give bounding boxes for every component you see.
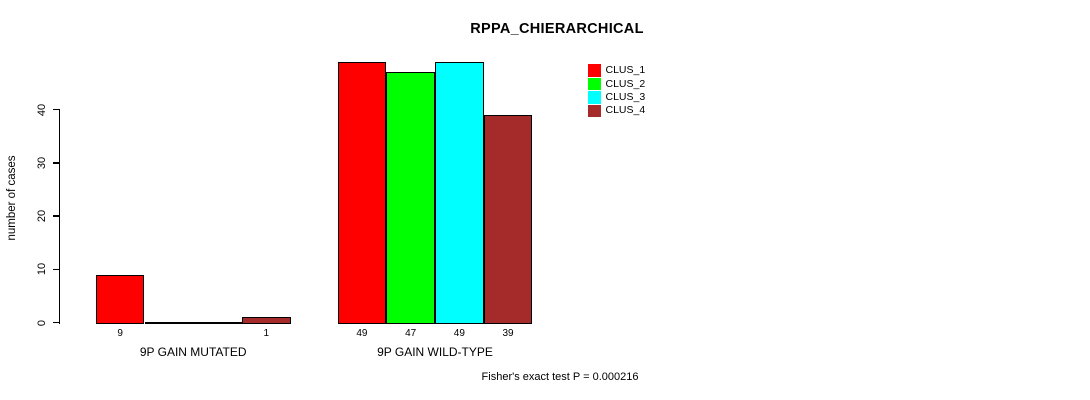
y-axis-tick	[53, 268, 60, 270]
y-tick-label: 40	[36, 103, 48, 116]
legend-label: CLUS_1	[605, 64, 646, 77]
category-label: 9P GAIN MUTATED	[139, 344, 247, 359]
bar-clus_1	[95, 274, 145, 324]
chart-title: RPPA_CHIERARCHICAL	[470, 21, 644, 37]
bar-value-label: 39	[502, 327, 514, 339]
y-tick-label: 0	[36, 319, 48, 326]
y-tick-label: 30	[36, 156, 48, 169]
legend-swatch-clus_3	[588, 91, 601, 104]
y-axis-tick	[53, 108, 60, 111]
bar-clus_2	[386, 72, 435, 324]
legend-swatch-clus_4	[588, 104, 601, 118]
bar-clus_3-zero	[193, 322, 242, 324]
y-axis-tick	[53, 162, 60, 164]
legend-label: CLUS_4	[605, 104, 646, 117]
y-axis-tick	[53, 321, 60, 324]
legend-item: CLUS_3	[588, 91, 645, 104]
y-tick-label: 10	[36, 263, 48, 276]
bar-clus_3	[435, 61, 484, 324]
legend-item: CLUS_2	[588, 77, 646, 91]
y-axis-line	[58, 109, 60, 324]
y-axis-tick	[53, 215, 60, 217]
bar-clus_1	[337, 61, 387, 324]
fisher-test-annotation: Fisher's exact test P = 0.000216	[481, 371, 639, 383]
legend-label: CLUS_2	[605, 77, 646, 90]
legend-item: CLUS_4	[588, 104, 646, 118]
bar-value-label: 47	[405, 327, 417, 339]
legend-swatch-clus_1	[588, 64, 601, 77]
bar-clus_4	[483, 114, 533, 324]
y-tick-label: 20	[36, 209, 48, 223]
legend-swatch-clus_2	[588, 77, 601, 91]
legend: CLUS_1 CLUS_2 CLUS_3 CLUS_4	[588, 64, 645, 118]
bar-value-label: 49	[453, 327, 465, 339]
bar-value-label: 9	[117, 327, 123, 339]
legend-label: CLUS_3	[605, 90, 646, 103]
bar-value-label: 1	[263, 327, 270, 339]
bar-clus_4	[241, 317, 291, 324]
bar-value-label: 49	[356, 327, 368, 339]
category-label: 9P GAIN WILD-TYPE	[377, 344, 493, 359]
legend-item: CLUS_1	[588, 64, 645, 77]
bar-clus_2-zero	[144, 322, 194, 324]
